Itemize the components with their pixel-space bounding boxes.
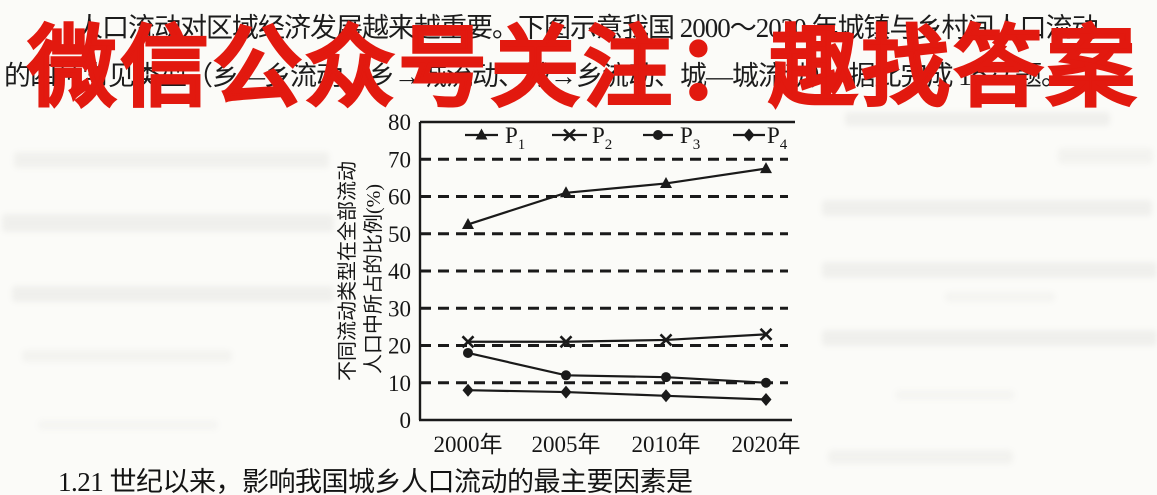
bleedthrough-noise: [1058, 148, 1153, 164]
question-1-text: 1.21 世纪以来，影响我国城乡人口流动的最主要因素是: [58, 467, 693, 495]
svg-text:2000年: 2000年: [434, 432, 503, 457]
legend-label-P2: P2: [592, 123, 612, 153]
svg-text:2020年: 2020年: [732, 432, 801, 457]
population-flow-chart: 0 10 20 30 40 50 60 70 80 2000年 2005年 2010年 2020年 不同流…: [330, 108, 820, 470]
bleedthrough-noise: [945, 292, 1055, 302]
legend-label-P4: P4: [767, 123, 788, 153]
y-axis-title-line2: 人口中所占的比例(%): [362, 184, 385, 374]
legend-label-P3: P3: [680, 123, 700, 153]
bleedthrough-noise: [12, 286, 334, 302]
bleedthrough-noise: [845, 112, 1110, 126]
svg-text:30: 30: [388, 296, 411, 321]
svg-text:80: 80: [388, 110, 411, 135]
bleedthrough-noise: [822, 200, 1152, 216]
intro-paragraph-line-1: 人口流动对区域经济发展越来越重要。下图示意我国 2000～2020 年城镇与乡村…: [76, 13, 1098, 43]
bleedthrough-noise: [828, 450, 1013, 464]
legend-label-P1: P1: [505, 123, 525, 153]
svg-text:10: 10: [388, 371, 411, 396]
svg-text:40: 40: [388, 259, 411, 284]
svg-text:20: 20: [388, 334, 411, 359]
intro-paragraph-line-2: 的四种常见类型（乡—乡流动、乡→城流动、城→乡流动、城—城流动）。据此完成 1～…: [4, 61, 1068, 91]
bleedthrough-noise: [2, 214, 334, 232]
bleedthrough-noise: [822, 262, 1157, 278]
bleedthrough-noise: [38, 420, 218, 430]
bleedthrough-noise: [895, 390, 1015, 400]
bleedthrough-noise: [822, 330, 1157, 346]
y-axis-title-line1: 不同流动类型在全部流动: [336, 161, 359, 381]
svg-text:50: 50: [388, 222, 411, 247]
svg-text:0: 0: [400, 408, 412, 433]
svg-text:60: 60: [388, 185, 411, 210]
svg-text:2005年: 2005年: [532, 432, 601, 457]
bleedthrough-noise: [22, 350, 232, 362]
flow-chart-svg: 0 10 20 30 40 50 60 70 80 2000年 2005年 2010年 2020年 不同流…: [336, 110, 801, 457]
bleedthrough-noise: [14, 152, 329, 168]
svg-text:70: 70: [388, 147, 411, 172]
svg-text:2010年: 2010年: [632, 432, 701, 457]
